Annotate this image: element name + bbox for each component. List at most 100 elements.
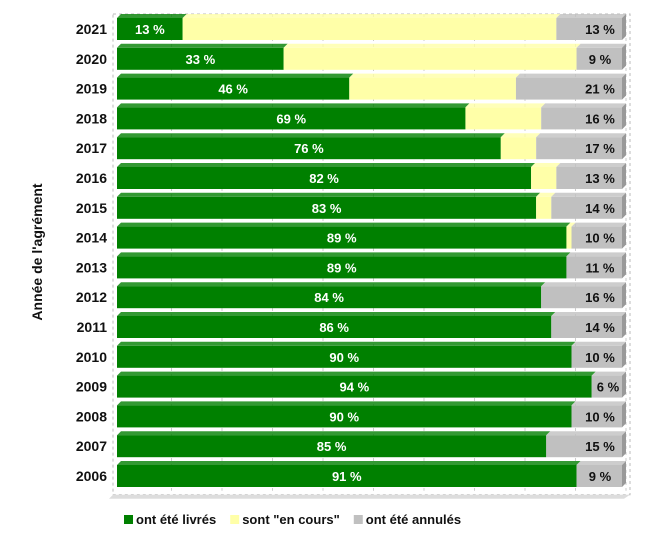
bar-segment-2019	[349, 77, 516, 100]
data-label: 91 %	[332, 469, 362, 484]
bar-top	[283, 43, 581, 48]
bar-top	[117, 312, 556, 316]
bar-segment-2019	[117, 77, 350, 100]
data-label: 9 %	[589, 52, 612, 67]
data-label: 13 %	[585, 171, 615, 186]
bar-top	[117, 14, 187, 18]
bar-segment-2016	[117, 167, 532, 189]
legend-swatch	[230, 515, 240, 524]
bar-segment-2017	[500, 137, 537, 160]
bar-segment-2016	[531, 167, 557, 189]
bar-top	[117, 43, 288, 48]
bar-segment-2020	[117, 47, 284, 70]
bar-top	[576, 43, 626, 48]
bar-segment-2007	[117, 435, 547, 458]
bar-segment-2010	[571, 345, 622, 368]
bar-top	[566, 252, 626, 257]
y-tick-2006: 2006	[76, 468, 107, 484]
y-tick-2020: 2020	[76, 51, 107, 67]
data-label: 33 %	[186, 52, 216, 67]
bar-top	[556, 14, 626, 18]
bar-segment-2007	[546, 435, 622, 458]
data-label: 11 %	[586, 260, 615, 275]
bar-segment-2006	[576, 465, 622, 487]
data-label: 76 %	[294, 141, 324, 156]
y-tick-2016: 2016	[76, 170, 107, 186]
bar-segment-2019	[515, 77, 622, 100]
data-label: 9 %	[589, 469, 612, 484]
bar-segment-2008	[571, 405, 622, 428]
bar-segment-2020	[283, 47, 577, 70]
bar-top	[500, 133, 541, 138]
bar-segment-2016	[556, 167, 622, 189]
legend: ont été livrés sont "en cours" ont été ann…	[124, 512, 461, 527]
bar-top	[117, 192, 541, 197]
data-label: 89 %	[327, 231, 357, 246]
bar-segment-2012	[541, 286, 622, 309]
data-label: 90 %	[329, 409, 359, 424]
data-label: 82 %	[309, 171, 339, 186]
data-label: 86 %	[319, 320, 349, 335]
bar-side	[622, 312, 626, 338]
bar-top	[551, 192, 626, 197]
bar-segment-2015	[117, 196, 537, 219]
bar-top	[566, 222, 576, 227]
bar-segment-2015	[551, 196, 622, 219]
bar-segment-2011	[117, 316, 552, 338]
bar-side	[622, 163, 626, 189]
data-label: 15 %	[585, 439, 615, 454]
bar-top	[117, 252, 571, 257]
floor	[109, 494, 630, 499]
bar-segment-2017	[536, 137, 622, 160]
y-axis-label: Année de l'agrément	[29, 183, 45, 320]
bar-side	[622, 222, 626, 249]
bar-side	[622, 461, 626, 487]
data-label: 84 %	[314, 290, 344, 305]
y-tick-2011: 2011	[77, 319, 108, 335]
data-label: 16 %	[585, 111, 615, 126]
legend-entry: sont "en cours"	[242, 512, 340, 527]
data-label: 10 %	[585, 409, 615, 424]
bar-top	[117, 133, 505, 138]
bar-top	[591, 371, 626, 376]
bar-segment-2021	[182, 18, 557, 40]
bar-side	[622, 431, 626, 458]
bar-segment-2010	[117, 345, 572, 368]
y-tick-2014: 2014	[76, 230, 107, 246]
bar-top	[117, 73, 354, 78]
bar-top	[117, 103, 470, 108]
bar-top	[117, 401, 576, 406]
bar-side	[622, 73, 626, 100]
y-tick-labels: 2021 2020 2019 2018 2017 2016 2015 2014 2013 2012…	[76, 21, 107, 484]
bar-segment-2011	[551, 316, 622, 338]
bar-top	[117, 163, 536, 167]
bar-top	[465, 103, 546, 108]
bar-side	[622, 43, 626, 70]
bar-top	[551, 312, 626, 316]
data-label: 6 %	[597, 380, 620, 395]
bar-side	[622, 341, 626, 368]
bar-top	[576, 461, 626, 465]
bar-segment-2018	[541, 107, 622, 130]
bar-segment-2013	[566, 256, 622, 279]
y-tick-2019: 2019	[76, 81, 107, 97]
bar-side	[622, 14, 626, 40]
legend-swatch	[353, 515, 363, 524]
data-label: 14 %	[585, 201, 615, 216]
bar-top	[349, 73, 520, 78]
data-label: 14 %	[585, 320, 615, 335]
bar-segment-2012	[117, 286, 542, 309]
y-tick-2010: 2010	[76, 349, 107, 365]
data-label: 69 %	[276, 111, 306, 126]
bar-top	[546, 431, 626, 436]
bars: 13 % 13 % 33 % 9 % 46 % 21 % 69 % 16 % 76 % 17 % 8…	[117, 14, 626, 487]
data-label: 94 %	[340, 380, 370, 395]
data-label: 17 %	[585, 141, 615, 156]
y-tick-2013: 2013	[76, 259, 107, 275]
bar-side	[622, 401, 626, 428]
bar-top	[182, 14, 561, 18]
legend-entry: ont été livrés	[136, 512, 216, 527]
bar-segment-2020	[576, 47, 622, 70]
data-label: 46 %	[218, 82, 248, 97]
